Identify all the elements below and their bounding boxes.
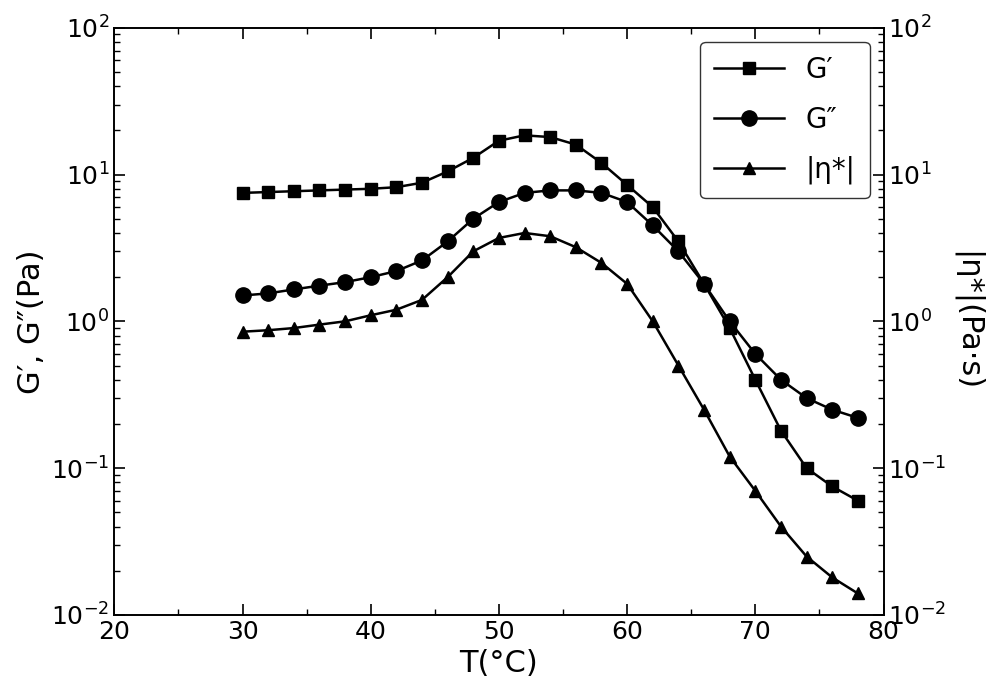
- |η*|: [313, 320, 325, 329]
- G′: [826, 482, 838, 491]
- G′: [775, 427, 787, 435]
- G′: [416, 179, 428, 187]
- X-axis label: T(°C): T(°C): [459, 649, 538, 678]
- G′: [262, 188, 274, 196]
- G′: [339, 186, 351, 194]
- |η*|: [621, 279, 633, 288]
- |η*|: [467, 247, 479, 256]
- |η*|: [852, 589, 864, 598]
- G″: [621, 198, 633, 206]
- G′: [544, 133, 556, 141]
- Y-axis label: G′, G″(Pa): G′, G″(Pa): [17, 249, 46, 393]
- |η*|: [800, 553, 812, 561]
- |η*|: [262, 326, 274, 334]
- G″: [570, 186, 582, 195]
- Line: G′: G′: [237, 129, 864, 507]
- G′: [724, 324, 736, 332]
- G′: [647, 203, 659, 211]
- G″: [467, 215, 479, 223]
- G′: [287, 187, 299, 195]
- G″: [287, 285, 299, 293]
- G′: [364, 185, 376, 193]
- Y-axis label: |η*|(Pa·s): |η*|(Pa·s): [951, 252, 981, 391]
- G″: [493, 198, 505, 206]
- |η*|: [724, 452, 736, 461]
- G″: [596, 189, 608, 197]
- G′: [237, 189, 249, 197]
- |η*|: [596, 259, 608, 267]
- G′: [749, 375, 761, 384]
- G′: [852, 496, 864, 505]
- |η*|: [647, 317, 659, 325]
- G″: [416, 256, 428, 265]
- G′: [673, 237, 685, 245]
- G″: [800, 394, 812, 402]
- |η*|: [749, 486, 761, 495]
- |η*|: [519, 229, 531, 237]
- |η*|: [544, 232, 556, 240]
- Legend: G′, G″, |η*|: G′, G″, |η*|: [701, 42, 869, 198]
- G′: [442, 167, 454, 176]
- |η*|: [570, 243, 582, 252]
- |η*|: [698, 406, 710, 414]
- G″: [724, 317, 736, 325]
- G′: [519, 131, 531, 140]
- G″: [262, 289, 274, 297]
- G″: [673, 247, 685, 256]
- G′: [467, 154, 479, 162]
- G″: [647, 221, 659, 229]
- Line: |η*|: |η*|: [237, 227, 864, 600]
- G″: [826, 406, 838, 414]
- G′: [596, 158, 608, 167]
- G′: [390, 183, 402, 191]
- G″: [544, 186, 556, 195]
- |η*|: [673, 361, 685, 370]
- |η*|: [364, 311, 376, 320]
- |η*|: [442, 273, 454, 281]
- |η*|: [390, 306, 402, 314]
- G″: [775, 375, 787, 384]
- G′: [800, 464, 812, 473]
- G″: [339, 278, 351, 286]
- |η*|: [826, 573, 838, 582]
- G″: [698, 279, 710, 288]
- G″: [749, 350, 761, 358]
- G″: [237, 291, 249, 300]
- G′: [621, 181, 633, 189]
- G′: [313, 186, 325, 195]
- G′: [493, 136, 505, 145]
- G″: [313, 281, 325, 290]
- G′: [698, 279, 710, 288]
- |η*|: [237, 327, 249, 336]
- Line: G″: G″: [235, 183, 865, 425]
- G″: [442, 237, 454, 245]
- G″: [519, 189, 531, 197]
- G″: [364, 273, 376, 281]
- G″: [852, 414, 864, 422]
- |η*|: [493, 234, 505, 242]
- |η*|: [287, 324, 299, 332]
- |η*|: [775, 523, 787, 531]
- G″: [390, 267, 402, 275]
- |η*|: [339, 317, 351, 325]
- |η*|: [416, 295, 428, 304]
- G′: [570, 140, 582, 149]
